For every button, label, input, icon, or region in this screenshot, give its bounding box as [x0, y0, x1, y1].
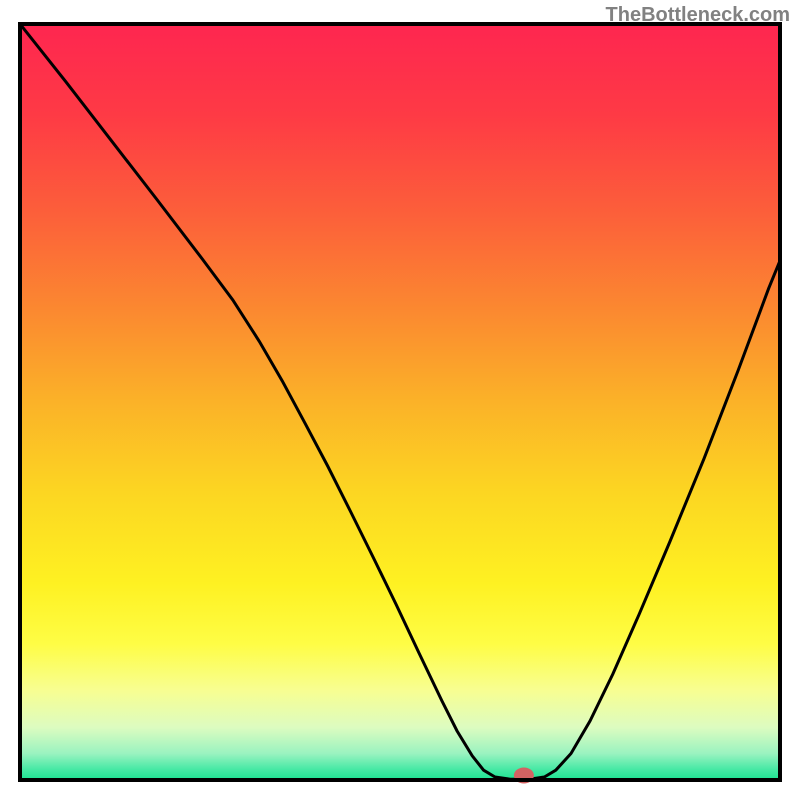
gradient-background [20, 24, 780, 780]
watermark-text: TheBottleneck.com [606, 4, 790, 27]
bottleneck-chart [0, 0, 800, 800]
